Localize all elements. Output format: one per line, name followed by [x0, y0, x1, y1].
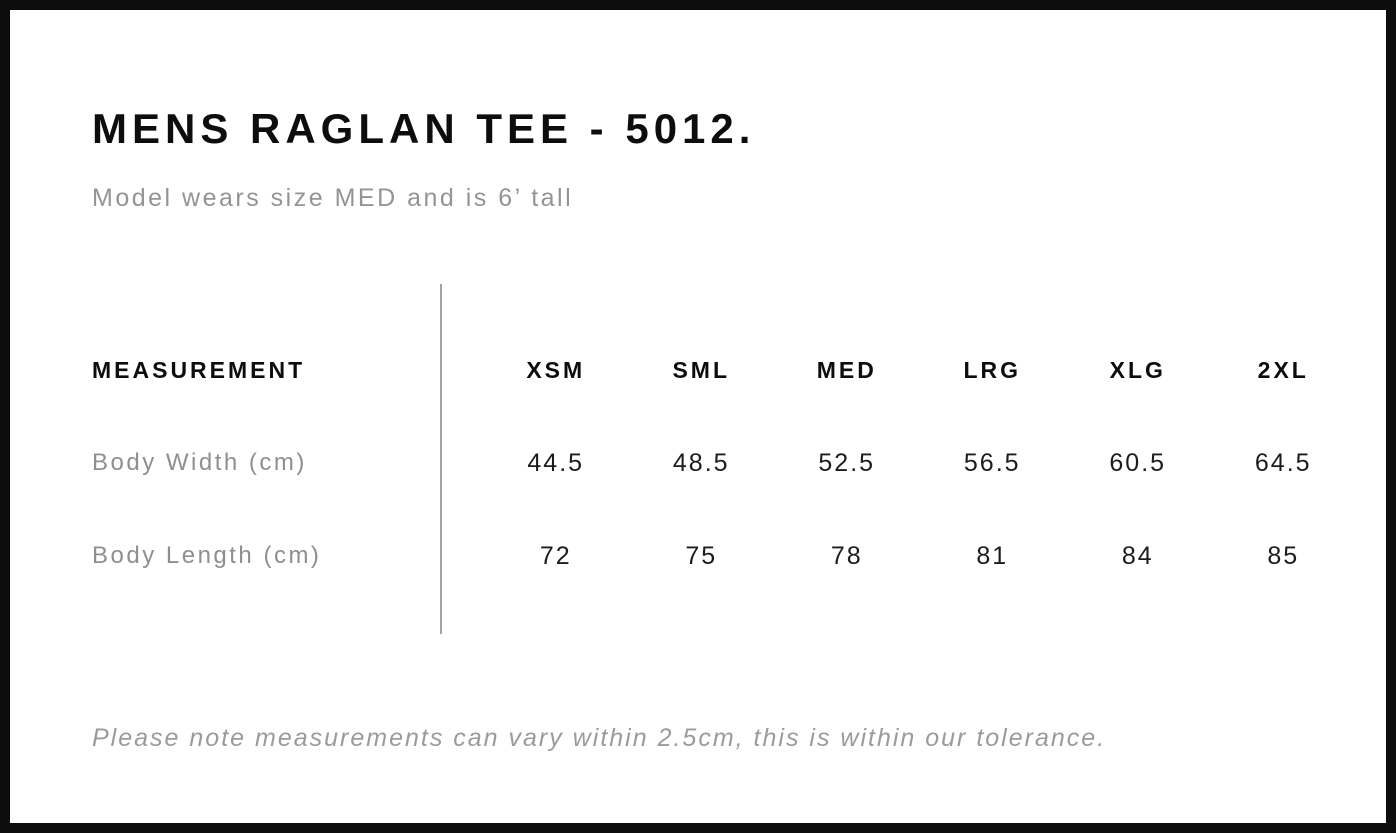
body-length-sml: 75 [685, 541, 718, 570]
body-width-xlg: 60.5 [1109, 448, 1167, 477]
column-divider [440, 284, 442, 634]
column-header-lrg: LRG [963, 356, 1022, 383]
body-width-med: 52.5 [818, 448, 876, 477]
column-header-xsm: XSM [526, 356, 586, 383]
measurement-header: MEASUREMENT [92, 356, 306, 383]
table-row-body-width: Body Width (cm) 44.5 48.5 52.5 56.5 60.5… [92, 443, 1356, 483]
body-length-med: 78 [830, 541, 863, 570]
body-length-xsm: 72 [539, 541, 572, 570]
tolerance-note: Please note measurements can vary within… [92, 724, 1107, 752]
column-header-sml: SML [672, 356, 731, 383]
body-length-xlg: 84 [1121, 541, 1154, 570]
body-width-lrg: 56.5 [963, 448, 1021, 477]
body-length-lrg: 81 [976, 541, 1009, 570]
body-width-xsm: 44.5 [527, 448, 585, 477]
model-info: Model wears size MED and is 6’ tall [92, 184, 574, 212]
column-header-2xl: 2XL [1257, 356, 1309, 383]
row-label: Body Width (cm) [92, 449, 307, 476]
column-header-xlg: XLG [1109, 356, 1166, 383]
body-width-2xl: 64.5 [1254, 448, 1312, 477]
body-width-sml: 48.5 [672, 448, 730, 477]
table-header-row: MEASUREMENT XSM SML MED LRG XLG 2XL [92, 350, 1356, 390]
page-title: MENS RAGLAN TEE - 5012. [92, 105, 756, 152]
table-row-body-length: Body Length (cm) 72 75 78 81 84 85 [92, 536, 1356, 576]
column-header-med: MED [816, 356, 877, 383]
body-length-2xl: 85 [1267, 541, 1300, 570]
row-label: Body Length (cm) [92, 542, 322, 569]
